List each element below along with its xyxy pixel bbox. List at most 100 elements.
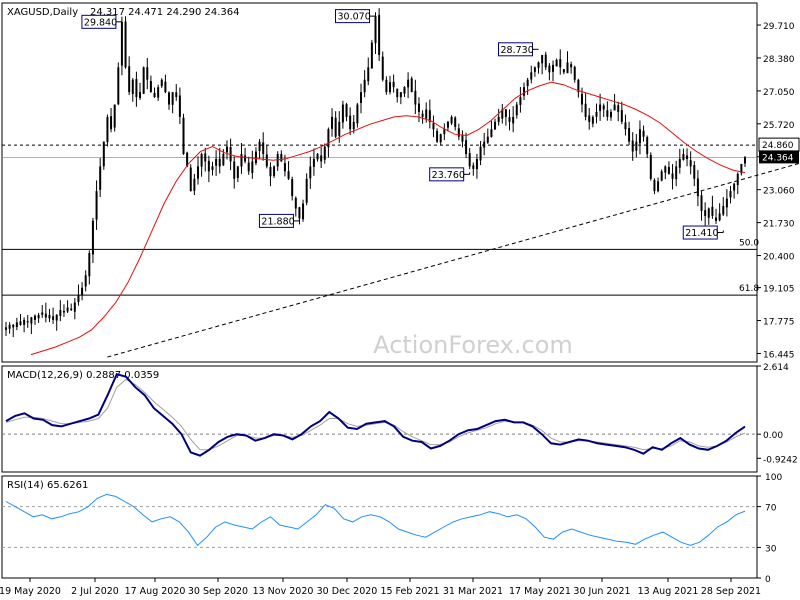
watermark: ActionForex.com [373,331,573,359]
candle-body [12,324,15,328]
candle-body [552,64,555,72]
panel-frames [1,2,758,579]
candle-body [457,128,460,137]
annotation-box [498,42,534,57]
candle-body [675,166,678,180]
annotation-label: 29.840 [84,17,117,28]
rsi-tick-label: 0 [765,575,771,585]
candle-body [157,87,160,98]
candle-body [446,121,449,128]
candle-body [392,81,395,88]
fib-label: 50.0 [739,238,759,248]
annotation-label: 21.880 [261,216,294,227]
macd-tick-label: 0.00 [763,431,783,441]
candle-body [338,121,341,136]
x-tick-label: 15 Feb 2021 [380,586,439,597]
candle-body [120,21,123,66]
candle-body [327,129,330,148]
candle-body [211,166,214,170]
candle-body [117,67,120,105]
candle-body [570,64,573,68]
symbol-label: XAGUSD,Daily [7,7,78,18]
resistance-price-label: 24.860 [762,141,794,151]
x-tick-label: 13 Nov 2020 [253,586,314,597]
candle-body [110,116,113,130]
candle-body [251,161,254,174]
trendline [107,162,800,358]
candle-body [682,154,685,160]
candle-body [417,103,420,112]
candle-body [77,295,80,303]
annotation-label: 23.760 [432,170,465,181]
candle-body [439,134,442,143]
candle-body [588,115,591,122]
candle-body [88,253,91,277]
macd-label: MACD(12,26,9) 0.2887 0.0359 [7,370,159,381]
candle-body [646,137,649,155]
candle-body [73,302,76,312]
candle-body [26,321,29,323]
candle-body [715,217,718,221]
candle-body [291,179,294,197]
candle-body [298,207,301,219]
rsi-tick-label: 30 [765,544,777,554]
candle-body [41,312,44,315]
candle-body [320,155,323,162]
candle-body [465,140,468,155]
candle-body [19,321,22,325]
candle-body [693,165,696,179]
candle-body [718,213,721,221]
candle-body [81,287,84,296]
candle-body [512,116,515,124]
candle-body [168,92,171,105]
candle-body [356,104,359,124]
candle-body [436,131,439,142]
price-tick-label: 19.105 [763,285,795,295]
candle-body [606,110,609,117]
candle-body [515,104,518,116]
candle-body [736,173,739,185]
candle-body [591,116,594,124]
candle-body [635,141,638,151]
candle-body [729,191,732,198]
candle-body [740,163,743,174]
candle-body [602,105,605,110]
price-tick-label: 28.380 [763,55,795,65]
candle-body [497,116,500,123]
candle-body [204,153,207,162]
annotation-box [81,14,117,29]
candle-body [555,59,558,67]
candle-body [501,109,504,119]
last-price-box [759,150,799,164]
candle-body [657,181,660,192]
fib-label: 61.8 [739,284,759,294]
candle-body [370,42,373,69]
ohlc-label: 24.317 24.471 24.290 24.364 [90,7,240,18]
candle-body [472,165,475,169]
candle-body [153,92,156,98]
rsi-label: RSI(14) 65.6261 [7,480,88,491]
candle-body [334,117,337,137]
x-tick-label: 17 May 2021 [509,586,571,597]
candle-body [667,167,670,174]
candle-body [385,79,388,93]
x-tick-label: 30 Sep 2020 [188,586,248,597]
rsi-tick-label: 100 [765,473,782,483]
candle-body [660,171,663,181]
candle-body [733,183,736,191]
candle-body [537,62,540,68]
candle-body [432,123,435,130]
candle-body [533,67,536,72]
candle-body [323,146,326,160]
candle-body [421,113,424,117]
candle-body [696,178,699,197]
candle-body [55,314,58,321]
candle-body [316,154,319,160]
candle-body [519,97,522,105]
candle-body [312,158,315,167]
candle-body [620,110,623,122]
candle-body [599,104,602,111]
candle-body [218,158,221,167]
panel-border-0 [1,2,758,363]
